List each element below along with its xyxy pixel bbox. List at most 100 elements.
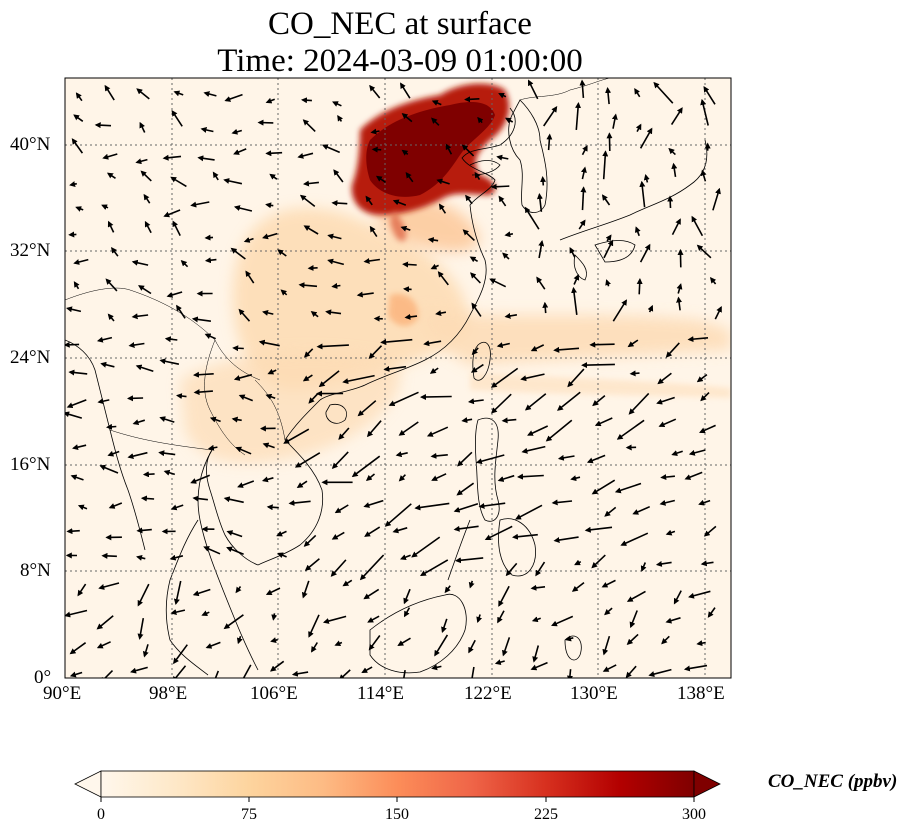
wind-arrow — [333, 169, 344, 183]
wind-arrow — [628, 392, 650, 415]
wind-arrow — [700, 98, 709, 126]
wind-arrow — [68, 369, 88, 376]
wind-arrow — [665, 529, 676, 536]
colorbar-tick-label: 0 — [97, 806, 105, 823]
wind-arrow — [265, 587, 281, 595]
wind-arrow — [288, 499, 311, 506]
wind-arrow — [140, 170, 152, 182]
wind-arrow — [611, 113, 618, 129]
wind-arrow — [136, 527, 152, 534]
wind-arrow — [99, 670, 114, 678]
wind-arrow — [574, 559, 582, 566]
wind-arrow — [77, 504, 88, 511]
wind-arrow — [370, 128, 380, 135]
wind-arrow — [470, 363, 484, 373]
wind-arrow — [173, 580, 182, 605]
wind-arrow — [524, 393, 547, 411]
wind-arrow — [530, 584, 546, 591]
wind-arrow — [471, 347, 479, 356]
wind-arrow — [423, 340, 442, 347]
wind-arrow — [230, 247, 246, 260]
wind-arrow — [469, 256, 479, 263]
wind-arrow — [453, 502, 479, 513]
wind-arrow — [321, 144, 341, 154]
colorbar-label: CO_NEC (ppbv) — [768, 771, 898, 792]
wind-arrow — [437, 271, 449, 286]
wind-arrow — [291, 670, 309, 677]
wind-arrow — [214, 670, 220, 678]
wind-arrow — [676, 283, 683, 294]
wind-arrow — [532, 645, 540, 663]
wind-arrow — [316, 343, 349, 350]
wind-arrow — [238, 308, 251, 322]
wind-arrow — [457, 451, 473, 467]
wind-arrow — [99, 464, 119, 474]
x-tick-label: 106°E — [250, 683, 298, 704]
wind-arrow — [73, 281, 80, 290]
y-tick-label: 40°N — [10, 134, 51, 155]
wind-arrow — [231, 416, 242, 423]
wind-arrow — [71, 138, 84, 154]
wind-arrow — [135, 158, 148, 165]
wind-arrow — [453, 525, 479, 532]
wind-arrow — [431, 100, 442, 106]
wind-arrow — [400, 225, 411, 232]
wind-arrow — [551, 499, 573, 506]
wind-arrow — [270, 660, 285, 672]
wind-arrow — [707, 607, 716, 618]
wind-arrow — [591, 479, 616, 495]
wind-arrow — [703, 86, 716, 105]
wind-arrow — [276, 530, 287, 537]
wind-arrow — [429, 367, 439, 374]
wind-arrow — [436, 178, 450, 185]
wind-arrow — [420, 394, 452, 401]
wind-arrow — [171, 110, 183, 127]
colorbar-extend-high — [693, 770, 721, 798]
wind-arrow — [296, 480, 308, 489]
colorbar-extend-low — [74, 770, 102, 798]
wind-arrow — [504, 312, 518, 319]
wind-arrow — [245, 270, 255, 284]
wind-arrow — [159, 358, 180, 365]
wind-arrow — [536, 193, 543, 212]
wind-arrow — [591, 554, 606, 569]
wind-arrow — [138, 285, 152, 295]
wind-arrow — [332, 101, 342, 107]
wind-arrow — [190, 201, 210, 208]
wind-arrow — [540, 176, 547, 186]
wind-arrow — [223, 178, 243, 185]
wind-arrow — [515, 504, 543, 520]
wind-arrow — [371, 146, 382, 153]
wind-arrow — [714, 306, 722, 320]
wind-arrow — [520, 373, 545, 382]
wind-arrow — [190, 474, 210, 484]
wind-arrow — [464, 96, 480, 103]
wind-arrow — [318, 370, 340, 388]
wind-arrow — [70, 474, 84, 481]
wind-arrow — [243, 237, 254, 243]
wind-arrow — [209, 416, 221, 423]
wind-arrow — [265, 97, 275, 104]
wind-arrow — [102, 153, 118, 160]
wind-arrow — [703, 525, 717, 537]
wind-arrow — [398, 474, 406, 482]
wind-arrow — [498, 585, 510, 607]
x-tick-label: 130°E — [570, 683, 618, 704]
wind-arrow — [400, 82, 411, 99]
colorbar-tick-label: 150 — [385, 806, 409, 823]
wind-arrow — [369, 225, 378, 238]
wind-arrow — [301, 97, 312, 104]
wind-arrow — [166, 291, 183, 298]
y-tick-label: 8°N — [20, 560, 51, 581]
wind-arrow — [671, 450, 683, 456]
wind-arrow — [311, 642, 318, 653]
wind-arrow — [75, 206, 84, 212]
wind-arrow — [545, 419, 573, 442]
wind-arrow — [200, 127, 214, 133]
wind-arrow — [602, 635, 611, 656]
wind-arrow — [581, 144, 588, 156]
wind-arrow — [401, 113, 413, 123]
wind-arrow — [643, 173, 650, 183]
wind-arrow — [497, 610, 505, 624]
wind-arrow — [461, 144, 475, 157]
